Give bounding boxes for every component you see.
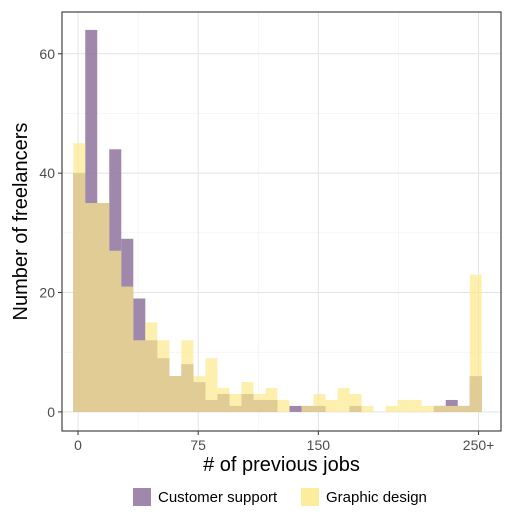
bar-graphic-design: [325, 399, 338, 412]
x-tick-label: 150: [307, 437, 331, 453]
bar-graphic-design: [229, 393, 242, 412]
y-tick-label: 40: [39, 165, 55, 181]
y-tick-label: 0: [47, 404, 55, 420]
bar-graphic-design: [385, 405, 398, 412]
bar-graphic-design: [265, 388, 278, 412]
y-tick-label: 60: [39, 46, 55, 62]
bar-customer-support: [289, 405, 302, 412]
bar-graphic-design: [157, 340, 170, 412]
bar-graphic-design: [301, 405, 314, 412]
bar-graphic-design: [361, 405, 374, 412]
x-tick-label: 0: [74, 437, 82, 453]
bar-graphic-design: [205, 358, 218, 412]
bar-graphic-design: [457, 405, 470, 412]
bar-graphic-design: [277, 399, 290, 412]
legend: Customer support Graphic design: [133, 488, 427, 506]
y-axis-title: Number of freelancers: [10, 123, 32, 321]
panel-border: [61, 11, 502, 432]
bar-graphic-design: [469, 274, 482, 412]
bar-graphic-design: [349, 393, 362, 412]
x-axis-title: # of previous jobs: [203, 454, 360, 476]
bar-graphic-design: [109, 250, 122, 412]
bar-graphic-design: [409, 399, 422, 412]
bar-graphic-design: [253, 393, 266, 412]
legend-label-customer-support: Customer support: [158, 489, 278, 506]
bar-graphic-design: [181, 340, 194, 412]
bar-graphic-design: [85, 202, 98, 412]
bar-graphic-design: [445, 405, 458, 412]
axes: 0 20 40 60 0 75 150 250+: [39, 46, 494, 453]
bar-graphic-design: [121, 286, 134, 412]
bar-graphic-design: [433, 405, 446, 412]
bar-graphic-design: [133, 340, 146, 412]
bar-graphic-design: [241, 382, 254, 412]
x-tick-label: 250+: [463, 437, 495, 453]
bar-graphic-design: [145, 322, 158, 412]
bar-graphic-design: [169, 376, 182, 412]
legend-key-graphic-design: [301, 488, 319, 506]
bar-graphic-design: [421, 405, 434, 412]
legend-label-graphic-design: Graphic design: [326, 489, 427, 506]
bar-graphic-design: [97, 202, 110, 412]
bar-graphic-design: [73, 143, 86, 412]
x-tick-label: 75: [190, 437, 206, 453]
bar-graphic-design: [193, 376, 206, 412]
bar-graphic-design: [217, 388, 230, 412]
bars: [73, 29, 482, 412]
y-tick-label: 20: [39, 285, 55, 301]
bar-graphic-design: [397, 399, 410, 412]
legend-key-customer-support: [133, 488, 151, 506]
bar-graphic-design: [337, 388, 350, 412]
bar-graphic-design: [313, 393, 326, 412]
